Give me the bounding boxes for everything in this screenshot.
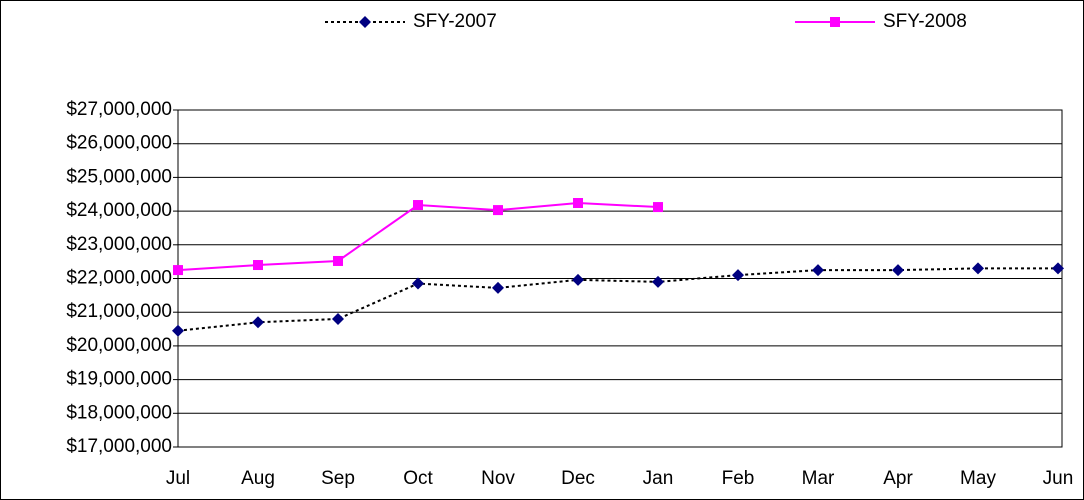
- legend-label: SFY-2007: [413, 11, 497, 32]
- data-point: [333, 255, 343, 266]
- x-tick-label: Jul: [166, 468, 190, 489]
- data-point: [172, 324, 184, 337]
- data-point: [972, 262, 984, 275]
- y-tick-label: $21,000,000: [66, 301, 172, 322]
- y-tick-label: $18,000,000: [66, 402, 172, 423]
- data-point: [1052, 262, 1064, 275]
- data-point: [812, 264, 824, 277]
- data-point: [892, 264, 904, 277]
- data-point: [413, 200, 423, 211]
- data-point: [573, 198, 583, 209]
- legend-label: SFY-2008: [883, 11, 967, 32]
- data-point: [252, 316, 264, 329]
- data-point: [652, 275, 664, 288]
- legend-marker: [359, 16, 371, 28]
- x-tick-label: Nov: [481, 468, 515, 489]
- y-tick-label: $25,000,000: [66, 166, 172, 187]
- data-point: [493, 205, 503, 216]
- data-point: [732, 269, 744, 282]
- legend-marker: [830, 17, 840, 27]
- y-tick-label: $24,000,000: [66, 200, 172, 221]
- x-tick-label: May: [960, 468, 996, 489]
- data-point: [492, 281, 504, 294]
- x-tick-label: Jun: [1043, 468, 1074, 489]
- data-point: [253, 260, 263, 271]
- y-tick-label: $19,000,000: [66, 369, 172, 390]
- y-tick-label: $27,000,000: [66, 99, 172, 120]
- data-point: [332, 312, 344, 325]
- x-tick-label: Mar: [802, 468, 835, 489]
- x-tick-label: Aug: [241, 468, 275, 489]
- data-point: [653, 202, 663, 213]
- x-tick-label: Oct: [403, 468, 433, 489]
- x-tick-label: Jan: [643, 468, 674, 489]
- data-point: [572, 273, 584, 286]
- x-tick-label: Apr: [883, 468, 913, 489]
- y-tick-label: $22,000,000: [66, 268, 172, 289]
- x-tick-label: Dec: [561, 468, 595, 489]
- x-tick-label: Feb: [722, 468, 755, 489]
- y-tick-label: $20,000,000: [66, 335, 172, 356]
- y-tick-label: $26,000,000: [66, 133, 172, 154]
- y-tick-label: $17,000,000: [66, 436, 172, 457]
- x-tick-label: Sep: [321, 468, 355, 489]
- y-tick-label: $23,000,000: [66, 234, 172, 255]
- data-point: [412, 277, 424, 290]
- data-point: [173, 265, 183, 276]
